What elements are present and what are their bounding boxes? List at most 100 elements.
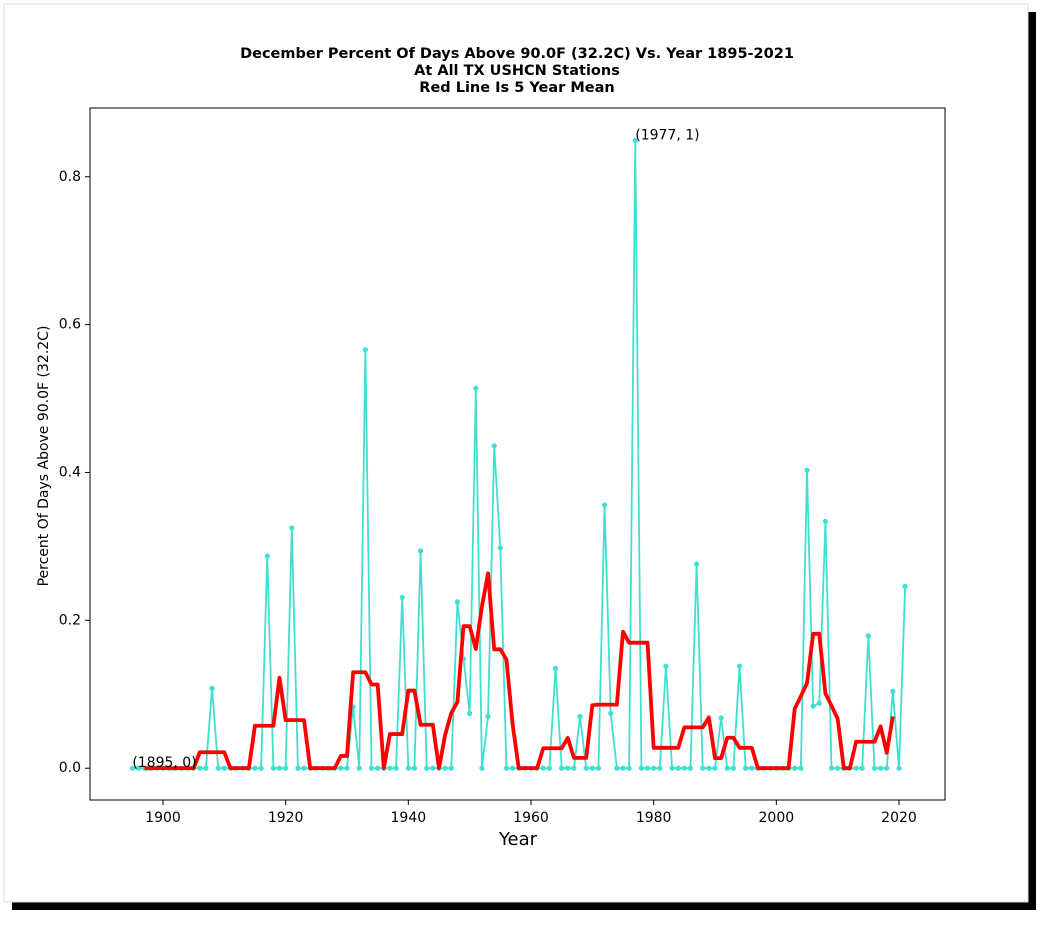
point	[822, 518, 828, 524]
point	[749, 765, 755, 771]
point	[387, 765, 393, 771]
point	[509, 765, 516, 771]
chart-title: Red Line Is 5 Year Mean	[419, 80, 614, 96]
point	[473, 385, 479, 391]
point	[252, 765, 258, 771]
x-axis-label: Year	[498, 829, 538, 850]
point	[877, 765, 884, 771]
point	[614, 765, 620, 771]
point	[270, 765, 276, 771]
point	[896, 765, 902, 771]
point	[724, 765, 730, 771]
y-tick-label: 0.2	[59, 612, 81, 628]
point	[405, 765, 411, 771]
point	[902, 583, 908, 589]
point	[503, 765, 510, 771]
point	[295, 765, 301, 771]
point	[681, 765, 687, 771]
point	[871, 765, 878, 771]
point	[657, 765, 663, 771]
point	[638, 765, 644, 771]
point	[375, 765, 381, 771]
point	[890, 688, 896, 694]
point	[540, 765, 546, 771]
y-tick-label: 0.6	[59, 317, 81, 333]
point	[467, 710, 473, 717]
point	[301, 765, 307, 771]
point	[197, 765, 203, 771]
point	[221, 765, 227, 771]
annotation: (1895, 0)	[132, 755, 196, 771]
chart-title: At All TX USHCN Stations	[414, 63, 620, 79]
point	[792, 765, 798, 771]
y-tick-label: 0.4	[59, 464, 81, 480]
point	[571, 765, 577, 771]
point	[479, 765, 485, 771]
point	[595, 765, 602, 771]
x-tick-label: 1920	[268, 810, 304, 826]
point	[853, 765, 859, 771]
point	[491, 443, 497, 449]
point	[430, 765, 436, 771]
x-tick-label: 1900	[145, 810, 181, 826]
y-tick-label: 0.0	[59, 760, 81, 776]
point	[693, 561, 700, 567]
point	[448, 765, 454, 771]
point	[816, 700, 822, 706]
point	[546, 765, 552, 771]
point	[589, 765, 595, 771]
plot-frame	[89, 107, 946, 801]
point	[632, 137, 638, 144]
point	[712, 765, 718, 771]
point	[798, 765, 804, 771]
point	[258, 765, 264, 771]
x-tick-label: 2020	[881, 810, 917, 826]
point	[651, 765, 657, 771]
point	[552, 665, 559, 672]
point	[828, 765, 835, 771]
point	[368, 765, 375, 771]
x-tick-label: 1940	[391, 810, 427, 826]
point	[675, 765, 681, 771]
y-axis-label: Percent Of Days Above 90.0F (32.2C)	[36, 326, 52, 587]
point	[454, 599, 460, 605]
point	[608, 710, 614, 717]
point	[289, 525, 295, 531]
point	[356, 765, 362, 771]
point	[644, 765, 651, 771]
point	[215, 765, 221, 771]
point	[442, 765, 448, 771]
point	[669, 765, 675, 771]
point	[203, 765, 209, 771]
point	[810, 703, 816, 709]
series-line	[144, 571, 895, 771]
point	[135, 765, 142, 771]
chart-title: December Percent Of Days Above 90.0F (32…	[240, 46, 794, 62]
point	[700, 765, 706, 771]
point	[264, 553, 270, 559]
point	[411, 765, 418, 771]
point	[687, 765, 694, 771]
point	[577, 713, 583, 720]
point	[718, 715, 724, 721]
point	[338, 765, 344, 771]
x-tick-label: 1960	[513, 810, 549, 826]
point	[283, 765, 289, 771]
point	[497, 545, 503, 551]
point	[859, 765, 865, 771]
point	[620, 765, 626, 771]
x-tick-label: 1980	[636, 810, 672, 826]
point	[485, 713, 491, 720]
point	[129, 765, 135, 771]
point	[865, 633, 871, 639]
point	[601, 502, 608, 508]
point	[417, 548, 424, 554]
point	[399, 594, 405, 601]
point	[835, 765, 841, 771]
point	[663, 663, 669, 669]
point	[559, 765, 565, 771]
point	[209, 685, 215, 691]
point	[730, 765, 736, 771]
point	[736, 663, 743, 669]
